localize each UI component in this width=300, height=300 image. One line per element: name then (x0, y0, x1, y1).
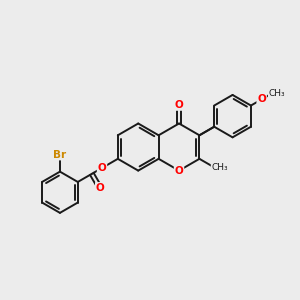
Text: CH₃: CH₃ (212, 163, 228, 172)
Text: Br: Br (53, 150, 67, 160)
Text: O: O (98, 163, 106, 173)
Text: O: O (175, 166, 183, 176)
Text: O: O (96, 183, 105, 193)
Text: O: O (175, 100, 183, 110)
Text: CH₃: CH₃ (268, 89, 285, 98)
Text: O: O (257, 94, 266, 104)
